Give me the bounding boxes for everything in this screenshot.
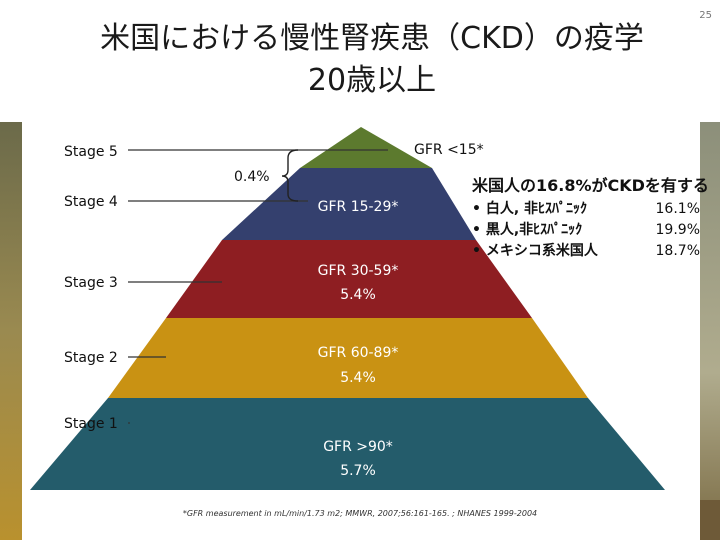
stage1-label: Stage 1: [64, 416, 118, 432]
pyramid-layer-stage1: [30, 398, 665, 490]
stage2-gfr: GFR 60-89*: [318, 345, 399, 361]
stage2-label: Stage 2: [64, 350, 118, 366]
stage45-prevalence: 0.4%: [234, 169, 270, 185]
right-decoration: [700, 122, 720, 540]
stage1-gfr: GFR >90*: [323, 439, 393, 455]
stage3-label: Stage 3: [64, 275, 118, 291]
pyramid-layer-stage3: [166, 240, 532, 318]
stage2-prevalence: 5.4%: [340, 370, 376, 386]
slide-title-line2: 20歳以上: [308, 63, 436, 98]
summary-row-label: • 黒人,非ﾋｽﾊﾟﾆｯｸ: [472, 221, 582, 238]
pyramid-layer-stage4: [222, 168, 476, 240]
summary-row-value: 18.7%: [656, 243, 700, 259]
summary-row-label: • 白人, 非ﾋｽﾊﾟﾆｯｸ: [472, 200, 587, 217]
left-decoration: [0, 122, 22, 540]
summary-row-label: • メキシコ系米国人: [472, 242, 599, 259]
pyramid-layer-stage2: [108, 318, 588, 398]
stage5-label: Stage 5: [64, 144, 118, 160]
page-number: 25: [699, 10, 712, 21]
stage4-gfr: GFR 15-29*: [318, 199, 399, 215]
pyramid-layer-stage5: [300, 127, 432, 168]
stage3-gfr: GFR 30-59*: [318, 263, 399, 279]
footnote: *GFR measurement in mL/min/1.73 m2; MMWR…: [183, 509, 537, 518]
stage3-prevalence: 5.4%: [340, 287, 376, 303]
slide-title-line1: 米国における慢性腎疾患（CKD）の疫学: [100, 21, 644, 56]
stage5-gfr: GFR <15*: [414, 142, 484, 158]
summary-row-value: 19.9%: [656, 222, 700, 238]
summary-row-value: 16.1%: [656, 201, 700, 217]
stage1-prevalence: 5.7%: [340, 463, 376, 479]
summary-heading: 米国人の16.8%がCKDを有する: [472, 176, 709, 195]
stage4-label: Stage 4: [64, 194, 118, 210]
stage45-brace: [281, 149, 299, 202]
